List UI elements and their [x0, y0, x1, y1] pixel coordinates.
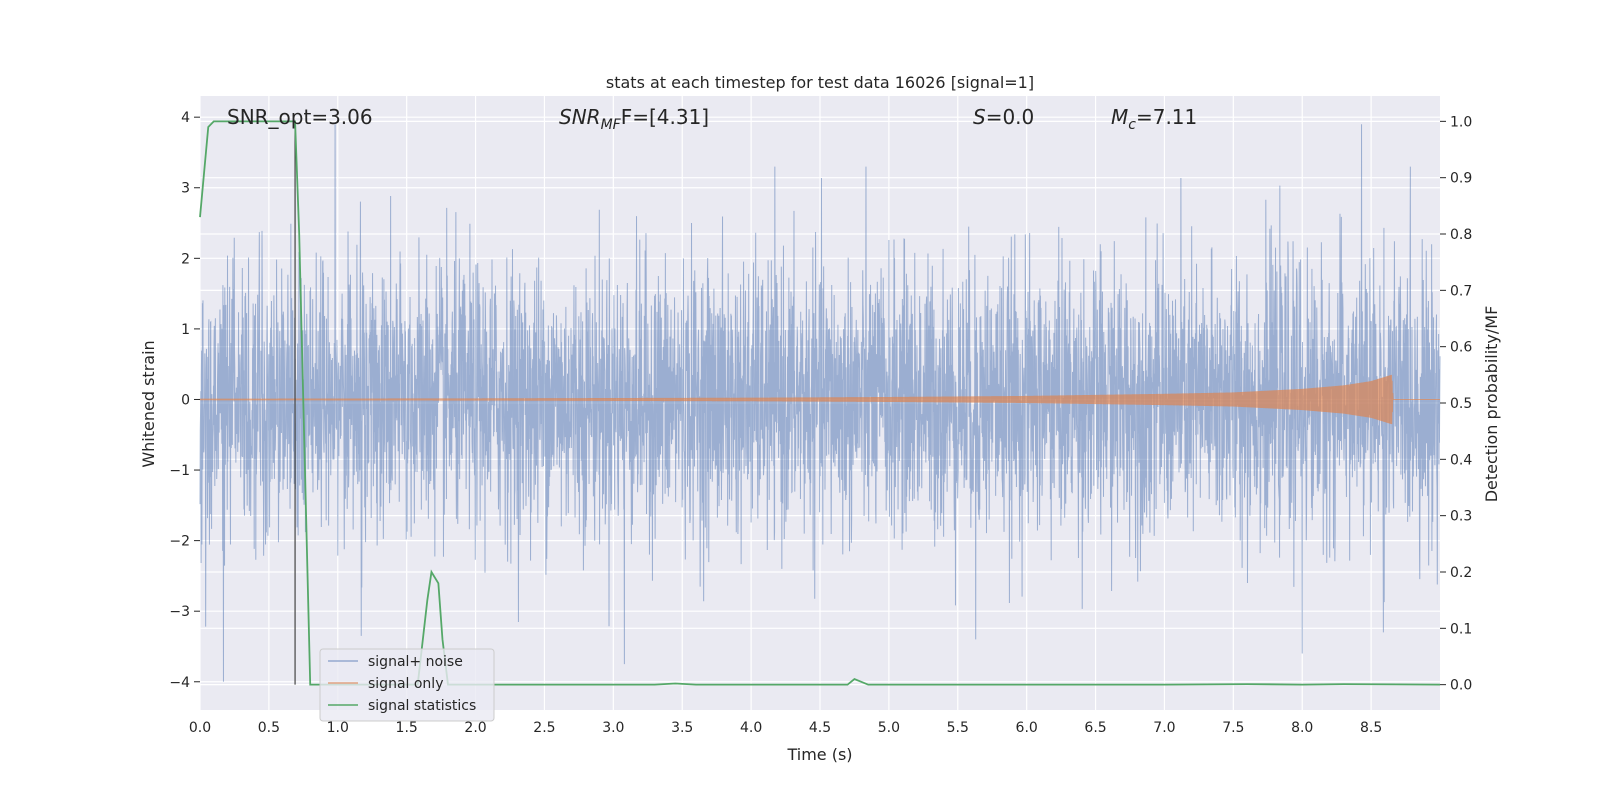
annotation-s: S=0.0 — [973, 105, 1034, 129]
y2-tick-label: 0.6 — [1450, 340, 1472, 356]
signal-line — [199, 374, 1440, 425]
y2-tick-label: 0.9 — [1450, 171, 1472, 187]
y2-tick-label: 0.4 — [1450, 452, 1472, 468]
x-tick-label: 5.0 — [878, 720, 900, 736]
y-tick-label: −4 — [169, 675, 190, 691]
series-signal-plus-noise — [199, 124, 1441, 682]
x-tick-label: 8.5 — [1360, 720, 1382, 736]
y-tick-label: 4 — [181, 110, 190, 126]
x-tick-label: 7.0 — [1153, 720, 1175, 736]
y2-tick-label: 0.7 — [1450, 283, 1472, 299]
y2-tick-label: 0.3 — [1450, 509, 1472, 525]
y-tick-label: −1 — [169, 463, 190, 479]
x-tick-label: 6.0 — [1016, 720, 1038, 736]
series-signal-only — [199, 374, 1440, 425]
y-tick-label: 1 — [181, 322, 190, 338]
x-axis: 0.0 0.5 1.0 1.5 2.0 2.5 3.0 3.5 4.0 4.5 5.0 5.5 6.0 6… — [189, 720, 1382, 736]
annotation-snr-mf: SNRMFF=[4.31] — [559, 105, 709, 133]
x-tick-label: 0.5 — [258, 720, 280, 736]
legend-label-noise: signal+ noise — [368, 654, 463, 670]
y2-tick-label: 0.2 — [1450, 565, 1472, 581]
y-axis-left: −4 −3 −2 −1 0 1 2 3 4 — [169, 110, 200, 691]
x-tick-label: 4.5 — [809, 720, 831, 736]
y-tick-label: 3 — [181, 181, 190, 197]
y2-tick-label: 0.5 — [1450, 396, 1472, 412]
annotation-mc: Mc=7.11 — [1111, 105, 1197, 133]
x-tick-label: 1.5 — [396, 720, 418, 736]
y-tick-label: 2 — [181, 251, 190, 267]
y2-tick-label: 1.0 — [1450, 114, 1472, 130]
x-tick-label: 0.0 — [189, 720, 211, 736]
x-tick-label: 8.0 — [1291, 720, 1313, 736]
x-tick-label: 3.5 — [671, 720, 693, 736]
x-axis-label: Time (s) — [786, 745, 852, 764]
x-tick-label: 7.5 — [1222, 720, 1244, 736]
annotation-snr-opt: SNR_opt=3.06 — [227, 105, 373, 129]
x-tick-label: 2.0 — [464, 720, 486, 736]
y-tick-label: 0 — [181, 392, 190, 408]
y-axis-label: Whitened strain — [139, 340, 158, 467]
x-tick-label: 4.0 — [740, 720, 762, 736]
x-tick-label: 2.5 — [533, 720, 555, 736]
x-tick-label: 5.5 — [947, 720, 969, 736]
x-tick-label: 3.0 — [602, 720, 624, 736]
noise-line — [199, 124, 1441, 682]
y-axis-right-label: Detection probability/MF — [1482, 306, 1501, 503]
x-tick-label: 6.5 — [1084, 720, 1106, 736]
y2-tick-label: 0.1 — [1450, 621, 1472, 637]
plot-area — [199, 96, 1441, 710]
legend-label-stats: signal statistics — [368, 698, 476, 714]
y-tick-label: −3 — [169, 604, 190, 620]
y-axis-right: 0.0 0.1 0.2 0.3 0.4 0.5 0.6 0.7 0.8 0.9 1.0 — [1440, 114, 1472, 694]
legend-label-signal: signal only — [368, 676, 443, 692]
y2-tick-label: 0.0 — [1450, 678, 1472, 694]
series-signal-statistics — [199, 120, 1441, 686]
statistics-line — [199, 120, 1441, 686]
legend: signal+ noise signal only signal statist… — [319, 648, 495, 722]
legend-box — [319, 648, 495, 722]
x-tick-label: 1.0 — [327, 720, 349, 736]
y-tick-label: −2 — [169, 534, 190, 550]
chart-title: stats at each timestep for test data 160… — [606, 73, 1034, 92]
y2-tick-label: 0.8 — [1450, 227, 1472, 243]
